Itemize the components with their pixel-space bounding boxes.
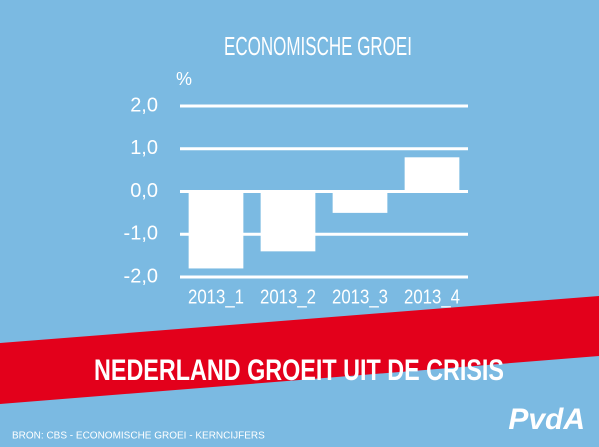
bar (188, 191, 244, 269)
x-tick-label: 2013_4 (404, 286, 460, 308)
y-tick-label: 1,0 (130, 137, 158, 159)
plot: -2,0 -1,0 0,0 1,0 2,0 2013_1 2013_2 2013_3 2013_… (124, 94, 468, 308)
bar (332, 191, 388, 213)
x-tick-label: 2013_3 (332, 286, 388, 308)
y-tick-label: 0,0 (130, 180, 158, 202)
y-tick-label: 2,0 (130, 94, 158, 116)
banner-band (0, 296, 599, 404)
y-unit: % (176, 69, 192, 89)
x-tick-label: 2013_1 (188, 286, 244, 308)
x-tick-label: 2013_2 (260, 286, 316, 308)
bar (404, 157, 460, 192)
source: BRON: CBS - ECONOMISCHE GROEI - KERNCIJF… (12, 431, 265, 442)
banner-text: NEDERLAND GROEIT UIT DE CRISIS (94, 354, 504, 387)
bar (260, 191, 316, 252)
chart-title: ECONOMISCHE GROEI (224, 31, 412, 61)
y-tick-label: -2,0 (124, 265, 158, 287)
logo: PvdA (508, 403, 585, 436)
y-tick-label: -1,0 (124, 223, 158, 245)
